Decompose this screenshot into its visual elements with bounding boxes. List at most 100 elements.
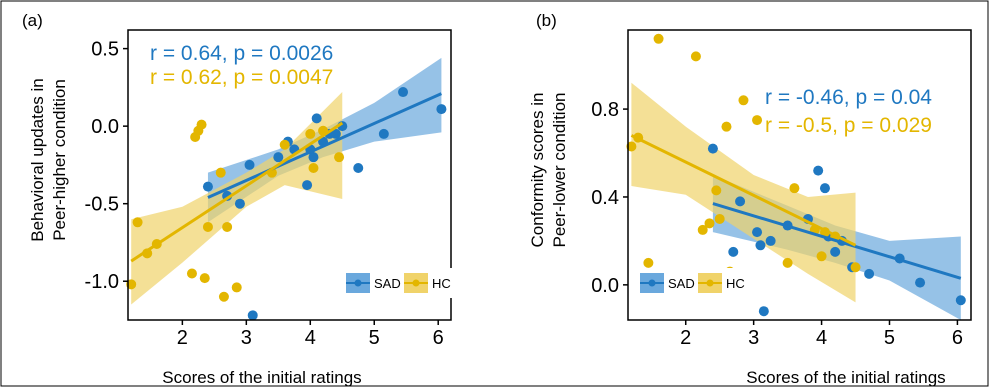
panel-b-legend: SAD HC bbox=[634, 268, 746, 298]
panel-b: (b) 2 3 4 5 6 0.8 0.4 0.0 r = -0.46, p = 0.04 r… bbox=[528, 11, 972, 387]
panel-b-point-hc bbox=[653, 33, 664, 44]
panel-b-point-hc bbox=[643, 257, 654, 268]
panel-label-a: (a) bbox=[22, 11, 43, 30]
panel-a-fit-line-sad bbox=[207, 92, 443, 199]
panel-a-legend-label-hc: HC bbox=[432, 276, 451, 291]
panel-a-x-tick-label: 3 bbox=[241, 327, 252, 349]
panel-a-point-hc bbox=[202, 221, 213, 232]
panel-b-point-sad bbox=[765, 235, 776, 246]
panel-a-x-axis-label: Scores of the initial ratings bbox=[162, 368, 361, 387]
panel-b-legend-label-sad: SAD bbox=[668, 276, 695, 291]
panel-b-point-hc bbox=[789, 183, 800, 194]
panel-b-point-hc bbox=[721, 121, 732, 132]
panel-a-y-axis-label-line2: Peer-higher condition bbox=[50, 79, 69, 241]
panel-a-y-tick-label: 0.0 bbox=[91, 116, 119, 138]
panel-a-point-hc bbox=[334, 152, 345, 163]
panel-a-point-sad bbox=[308, 152, 319, 163]
panel-a-y-tick-label: -1.0 bbox=[85, 271, 119, 293]
panel-b-y-tick-label: 0.4 bbox=[591, 187, 619, 209]
panel-a-point-sad bbox=[244, 159, 255, 170]
panel-b-y-axis-label-line2: Peer-lower condition bbox=[550, 93, 569, 248]
panel-a-point-sad bbox=[311, 113, 322, 124]
panel-b-x-tick-label: 2 bbox=[680, 327, 691, 349]
panel-b-axes-frame bbox=[627, 29, 972, 321]
panel-a-axes-frame bbox=[127, 29, 452, 321]
panel-a-point-hc bbox=[218, 291, 229, 302]
panel-a-point-hc bbox=[222, 221, 233, 232]
panel-a-stat-sad: r = 0.64, p = 0.0026 bbox=[150, 42, 333, 65]
panel-b-point-sad bbox=[707, 143, 718, 154]
panel-b-point-sad bbox=[813, 165, 824, 176]
panel-a-x-tick-label: 5 bbox=[369, 327, 380, 349]
panel-b-point-sad bbox=[830, 246, 841, 257]
panel-a-ci-band-hc bbox=[131, 92, 343, 305]
panel-a-x-tick-label: 4 bbox=[305, 327, 316, 349]
panel-a-point-hc bbox=[132, 217, 143, 228]
panel-b-point-sad bbox=[819, 183, 830, 194]
panel-a-point-sad bbox=[378, 128, 389, 139]
panel-a-point-sad bbox=[302, 180, 313, 191]
panel-b-legend-marker-hc bbox=[706, 279, 714, 287]
panel-b-y-tick-label: 0.8 bbox=[591, 99, 619, 121]
panel-a-legend-label-sad: SAD bbox=[374, 276, 401, 291]
panel-a-point-sad bbox=[436, 104, 447, 115]
panel-a-point-sad bbox=[330, 128, 341, 139]
panel-b-point-hc bbox=[711, 185, 722, 196]
panel-b-point-hc bbox=[782, 257, 793, 268]
panel-b-point-sad bbox=[752, 227, 763, 238]
panel-a-point-sad bbox=[353, 163, 364, 174]
panel-a-point-hc bbox=[231, 282, 242, 293]
panel-b-stat-sad: r = -0.46, p = 0.04 bbox=[765, 86, 932, 109]
panel-a-point-hc bbox=[215, 167, 226, 178]
panel-a: (a) 2 3 4 5 6 0.5 0.0 -0.5 -1.0 r = 0.64, p = 0.… bbox=[22, 11, 452, 387]
panel-a-point-sad bbox=[202, 181, 213, 192]
panel-a-point-sad bbox=[247, 310, 258, 321]
panel-b-point-hc bbox=[850, 262, 861, 273]
panel-b-point-hc bbox=[697, 224, 708, 235]
panel-b-point-hc bbox=[714, 213, 725, 224]
panel-b-x-tick-label: 6 bbox=[952, 327, 963, 349]
panel-b-point-sad bbox=[955, 295, 966, 306]
panel-a-x-tick-label: 2 bbox=[177, 327, 188, 349]
panel-b-point-hc bbox=[738, 95, 749, 106]
panel-a-point-hc bbox=[308, 163, 319, 174]
panel-a-y-tick-label: 0.5 bbox=[91, 39, 119, 61]
panel-b-fit-line-sad bbox=[712, 202, 962, 280]
panel-b-point-sad bbox=[755, 240, 766, 251]
panel-a-point-sad bbox=[398, 87, 409, 98]
panel-a-plot-area: 2 3 4 5 6 0.5 0.0 -0.5 -1.0 bbox=[85, 29, 452, 349]
panel-b-point-sad bbox=[915, 277, 926, 288]
panel-a-y-axis-label-line1: Behavioral updates in bbox=[28, 78, 47, 242]
panel-b-point-sad bbox=[864, 268, 875, 279]
panel-a-point-hc bbox=[186, 268, 197, 279]
panel-b-point-hc bbox=[626, 141, 637, 152]
panel-b-point-sad bbox=[728, 246, 739, 257]
panel-b-point-hc bbox=[704, 218, 715, 229]
panel-b-plot-area: 2 3 4 5 6 0.8 0.4 0.0 bbox=[591, 29, 972, 349]
panel-a-point-sad bbox=[273, 152, 284, 163]
panel-a-fit-line-hc bbox=[130, 121, 344, 263]
panel-b-fit-line-hc bbox=[630, 134, 857, 247]
panel-a-point-sad bbox=[234, 198, 245, 209]
panel-a-point-hc bbox=[199, 273, 210, 284]
panel-b-ci-band-hc bbox=[631, 82, 856, 303]
panel-a-legend: SAD HC bbox=[340, 268, 452, 298]
panel-b-point-sad bbox=[758, 306, 769, 317]
panel-b-point-hc bbox=[816, 251, 827, 262]
panel-b-x-tick-label: 5 bbox=[884, 327, 895, 349]
panel-b-y-tick-label: 0.0 bbox=[591, 275, 619, 297]
panel-label-b: (b) bbox=[536, 11, 557, 30]
panel-a-point-hc bbox=[196, 119, 207, 130]
panel-a-legend-marker-hc bbox=[412, 279, 420, 287]
panel-b-x-axis-label: Scores of the initial ratings bbox=[746, 368, 945, 387]
panel-b-x-tick-label: 3 bbox=[748, 327, 759, 349]
panel-b-point-sad bbox=[735, 196, 746, 207]
panel-b-y-axis-label-line1: Conformity scores in bbox=[528, 93, 547, 248]
panel-a-legend-marker-sad bbox=[354, 279, 362, 287]
panel-b-legend-marker-sad bbox=[648, 279, 656, 287]
panel-a-y-tick-label: -0.5 bbox=[85, 194, 119, 216]
panel-b-x-tick-label: 4 bbox=[816, 327, 827, 349]
panel-a-point-hc bbox=[279, 139, 290, 150]
